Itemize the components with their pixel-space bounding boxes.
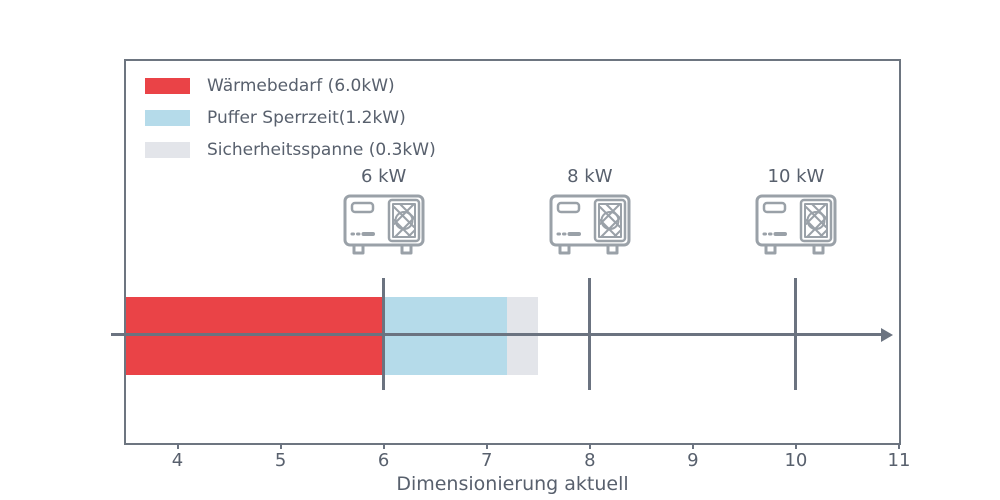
legend-item-puffer-sperrzeit: Puffer Sperrzeit(1.2kW) (145, 108, 436, 128)
heat-pump-icon (755, 194, 837, 255)
x-tick-mark (794, 443, 797, 449)
legend-item-waermebedarf: Wärmebedarf (6.0kW) (145, 76, 436, 96)
x-tick-mark (691, 443, 694, 449)
legend-swatch-puffer-sperrzeit (145, 110, 190, 126)
pump-size-label: 10 kW (767, 166, 825, 187)
legend-label-sicherheitsspanne: Sicherheitsspanne (0.3kW) (207, 140, 436, 160)
legend-swatch-waermebedarf (145, 78, 190, 94)
legend-label-puffer-sperrzeit: Puffer Sperrzeit(1.2kW) (207, 108, 406, 128)
x-tick-label: 4 (171, 450, 184, 471)
pump-marker-line (382, 278, 386, 390)
legend: Wärmebedarf (6.0kW) Puffer Sperrzeit(1.2… (145, 78, 436, 174)
bar-segment-0 (126, 297, 384, 375)
legend-swatch-sicherheitsspanne (145, 142, 190, 158)
x-tick-label: 6 (377, 450, 390, 471)
pump-marker-line (794, 278, 798, 390)
x-axis-label: Dimensionierung aktuell (396, 473, 629, 495)
x-tick-mark (485, 443, 488, 449)
plot-inner: 6 kW 8 kW (111, 61, 910, 471)
x-tick-mark (898, 443, 900, 449)
x-tick-label: 10 (784, 450, 808, 471)
x-tick-label: 9 (687, 450, 699, 471)
heat-pump-icon (549, 194, 631, 255)
dimension-axis-line (111, 333, 883, 336)
legend-label-waermebedarf: Wärmebedarf (6.0kW) (207, 76, 395, 96)
pump-marker-line (588, 278, 592, 390)
x-tick-mark (279, 443, 282, 449)
bar-segment-1 (383, 297, 508, 375)
legend-item-sicherheitsspanne: Sicherheitsspanne (0.3kW) (145, 140, 436, 160)
x-tick-mark (588, 443, 591, 449)
x-tick-label: 5 (274, 450, 287, 471)
bar-segment-2 (507, 297, 539, 375)
x-tick-label: 11 (887, 450, 911, 471)
pump-size-label: 8 kW (567, 166, 613, 187)
x-tick-label: 7 (480, 450, 493, 471)
dimension-axis-arrowhead (881, 327, 893, 342)
plot-area: 6 kW 8 kW (111, 59, 910, 471)
heat-pump-icon (343, 194, 425, 255)
x-tick-mark (176, 443, 179, 449)
x-tick-label: 8 (584, 450, 596, 471)
pump-size-label: 6 kW (360, 166, 407, 187)
x-tick-mark (382, 443, 385, 449)
